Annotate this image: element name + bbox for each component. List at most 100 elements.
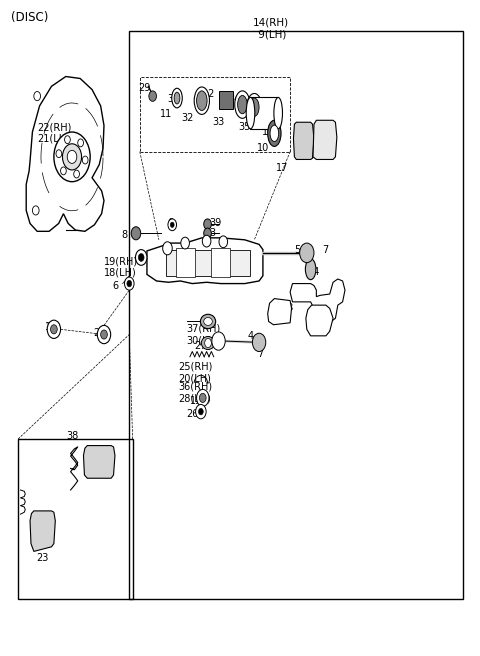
- Text: 23: 23: [36, 553, 48, 563]
- Text: 7: 7: [322, 245, 328, 255]
- Circle shape: [181, 237, 190, 249]
- Circle shape: [197, 390, 209, 406]
- Ellipse shape: [172, 89, 182, 108]
- Text: 11: 11: [160, 109, 172, 119]
- Text: 10: 10: [257, 144, 269, 154]
- Bar: [176, 249, 195, 277]
- Text: 24: 24: [320, 323, 332, 333]
- Bar: [218, 91, 233, 109]
- Ellipse shape: [197, 91, 207, 110]
- Polygon shape: [306, 305, 333, 336]
- Circle shape: [101, 330, 108, 339]
- Text: 15: 15: [190, 396, 202, 406]
- Bar: [129, 31, 463, 599]
- Text: 7: 7: [257, 349, 264, 359]
- Circle shape: [149, 91, 156, 101]
- Text: 23: 23: [282, 304, 294, 314]
- Circle shape: [127, 280, 132, 287]
- Text: 37(RH)
30(LH): 37(RH) 30(LH): [187, 323, 221, 345]
- Bar: [140, 77, 290, 152]
- Text: 24: 24: [307, 268, 319, 277]
- Text: 6: 6: [113, 281, 119, 291]
- Ellipse shape: [250, 98, 259, 116]
- Circle shape: [67, 150, 77, 163]
- Circle shape: [300, 243, 314, 262]
- Ellipse shape: [174, 92, 180, 104]
- Text: 39: 39: [209, 218, 221, 228]
- Circle shape: [204, 228, 211, 239]
- Circle shape: [62, 144, 82, 170]
- Text: 36(RH)
28(LH): 36(RH) 28(LH): [178, 382, 212, 403]
- Text: 29: 29: [138, 83, 151, 92]
- Text: 19(RH)
18(LH): 19(RH) 18(LH): [104, 256, 138, 277]
- Text: 31: 31: [167, 94, 180, 104]
- Text: 13: 13: [248, 98, 261, 108]
- Ellipse shape: [270, 125, 279, 142]
- Ellipse shape: [194, 87, 209, 114]
- Ellipse shape: [246, 97, 255, 129]
- Circle shape: [204, 219, 211, 230]
- Bar: [211, 249, 230, 277]
- Ellipse shape: [268, 120, 281, 146]
- Circle shape: [74, 170, 80, 178]
- Circle shape: [34, 92, 40, 100]
- Bar: [251, 97, 278, 129]
- Text: 4: 4: [247, 331, 253, 341]
- Ellipse shape: [200, 314, 216, 329]
- Text: 12: 12: [203, 89, 215, 99]
- Text: 27: 27: [195, 340, 207, 351]
- Text: 16: 16: [262, 127, 274, 137]
- Circle shape: [202, 236, 211, 247]
- Text: 34: 34: [228, 94, 240, 104]
- Text: 1: 1: [45, 321, 51, 332]
- Circle shape: [204, 338, 211, 348]
- Circle shape: [252, 333, 266, 352]
- Text: 5: 5: [294, 245, 300, 255]
- Polygon shape: [147, 238, 263, 283]
- Text: 3: 3: [209, 228, 215, 238]
- Circle shape: [54, 132, 90, 182]
- Ellipse shape: [305, 258, 316, 279]
- Circle shape: [199, 408, 203, 415]
- Circle shape: [78, 139, 84, 147]
- Circle shape: [60, 167, 66, 174]
- Polygon shape: [293, 122, 314, 159]
- Text: 8: 8: [121, 230, 128, 239]
- Ellipse shape: [201, 337, 215, 350]
- Circle shape: [138, 253, 144, 261]
- Ellipse shape: [247, 94, 262, 121]
- Ellipse shape: [235, 91, 250, 118]
- Text: 38: 38: [66, 431, 78, 441]
- Circle shape: [170, 222, 174, 228]
- Text: 25(RH)
20(LH): 25(RH) 20(LH): [178, 362, 212, 384]
- Text: 22(RH)
21(LH): 22(RH) 21(LH): [37, 122, 72, 144]
- Circle shape: [199, 394, 206, 403]
- Circle shape: [131, 227, 141, 240]
- Polygon shape: [84, 445, 115, 478]
- Circle shape: [168, 219, 177, 231]
- Text: 23: 23: [98, 470, 110, 480]
- Polygon shape: [313, 120, 337, 159]
- Text: 35: 35: [239, 122, 251, 132]
- Circle shape: [97, 325, 111, 344]
- Polygon shape: [26, 77, 104, 232]
- Circle shape: [163, 242, 172, 255]
- Bar: [18, 439, 132, 599]
- Circle shape: [124, 277, 134, 290]
- Circle shape: [135, 250, 147, 265]
- Circle shape: [196, 405, 206, 419]
- Circle shape: [56, 150, 62, 157]
- Circle shape: [65, 136, 70, 144]
- Circle shape: [82, 156, 88, 164]
- Circle shape: [212, 332, 225, 350]
- Bar: [166, 250, 250, 276]
- Circle shape: [219, 236, 228, 248]
- Text: 26: 26: [186, 409, 198, 419]
- Text: (DISC): (DISC): [11, 11, 48, 24]
- Text: 2: 2: [94, 328, 100, 338]
- Polygon shape: [290, 279, 345, 323]
- Circle shape: [50, 325, 57, 334]
- Circle shape: [47, 320, 60, 338]
- Text: 17: 17: [276, 163, 288, 173]
- Text: 14(RH)
 9(LH): 14(RH) 9(LH): [253, 18, 289, 39]
